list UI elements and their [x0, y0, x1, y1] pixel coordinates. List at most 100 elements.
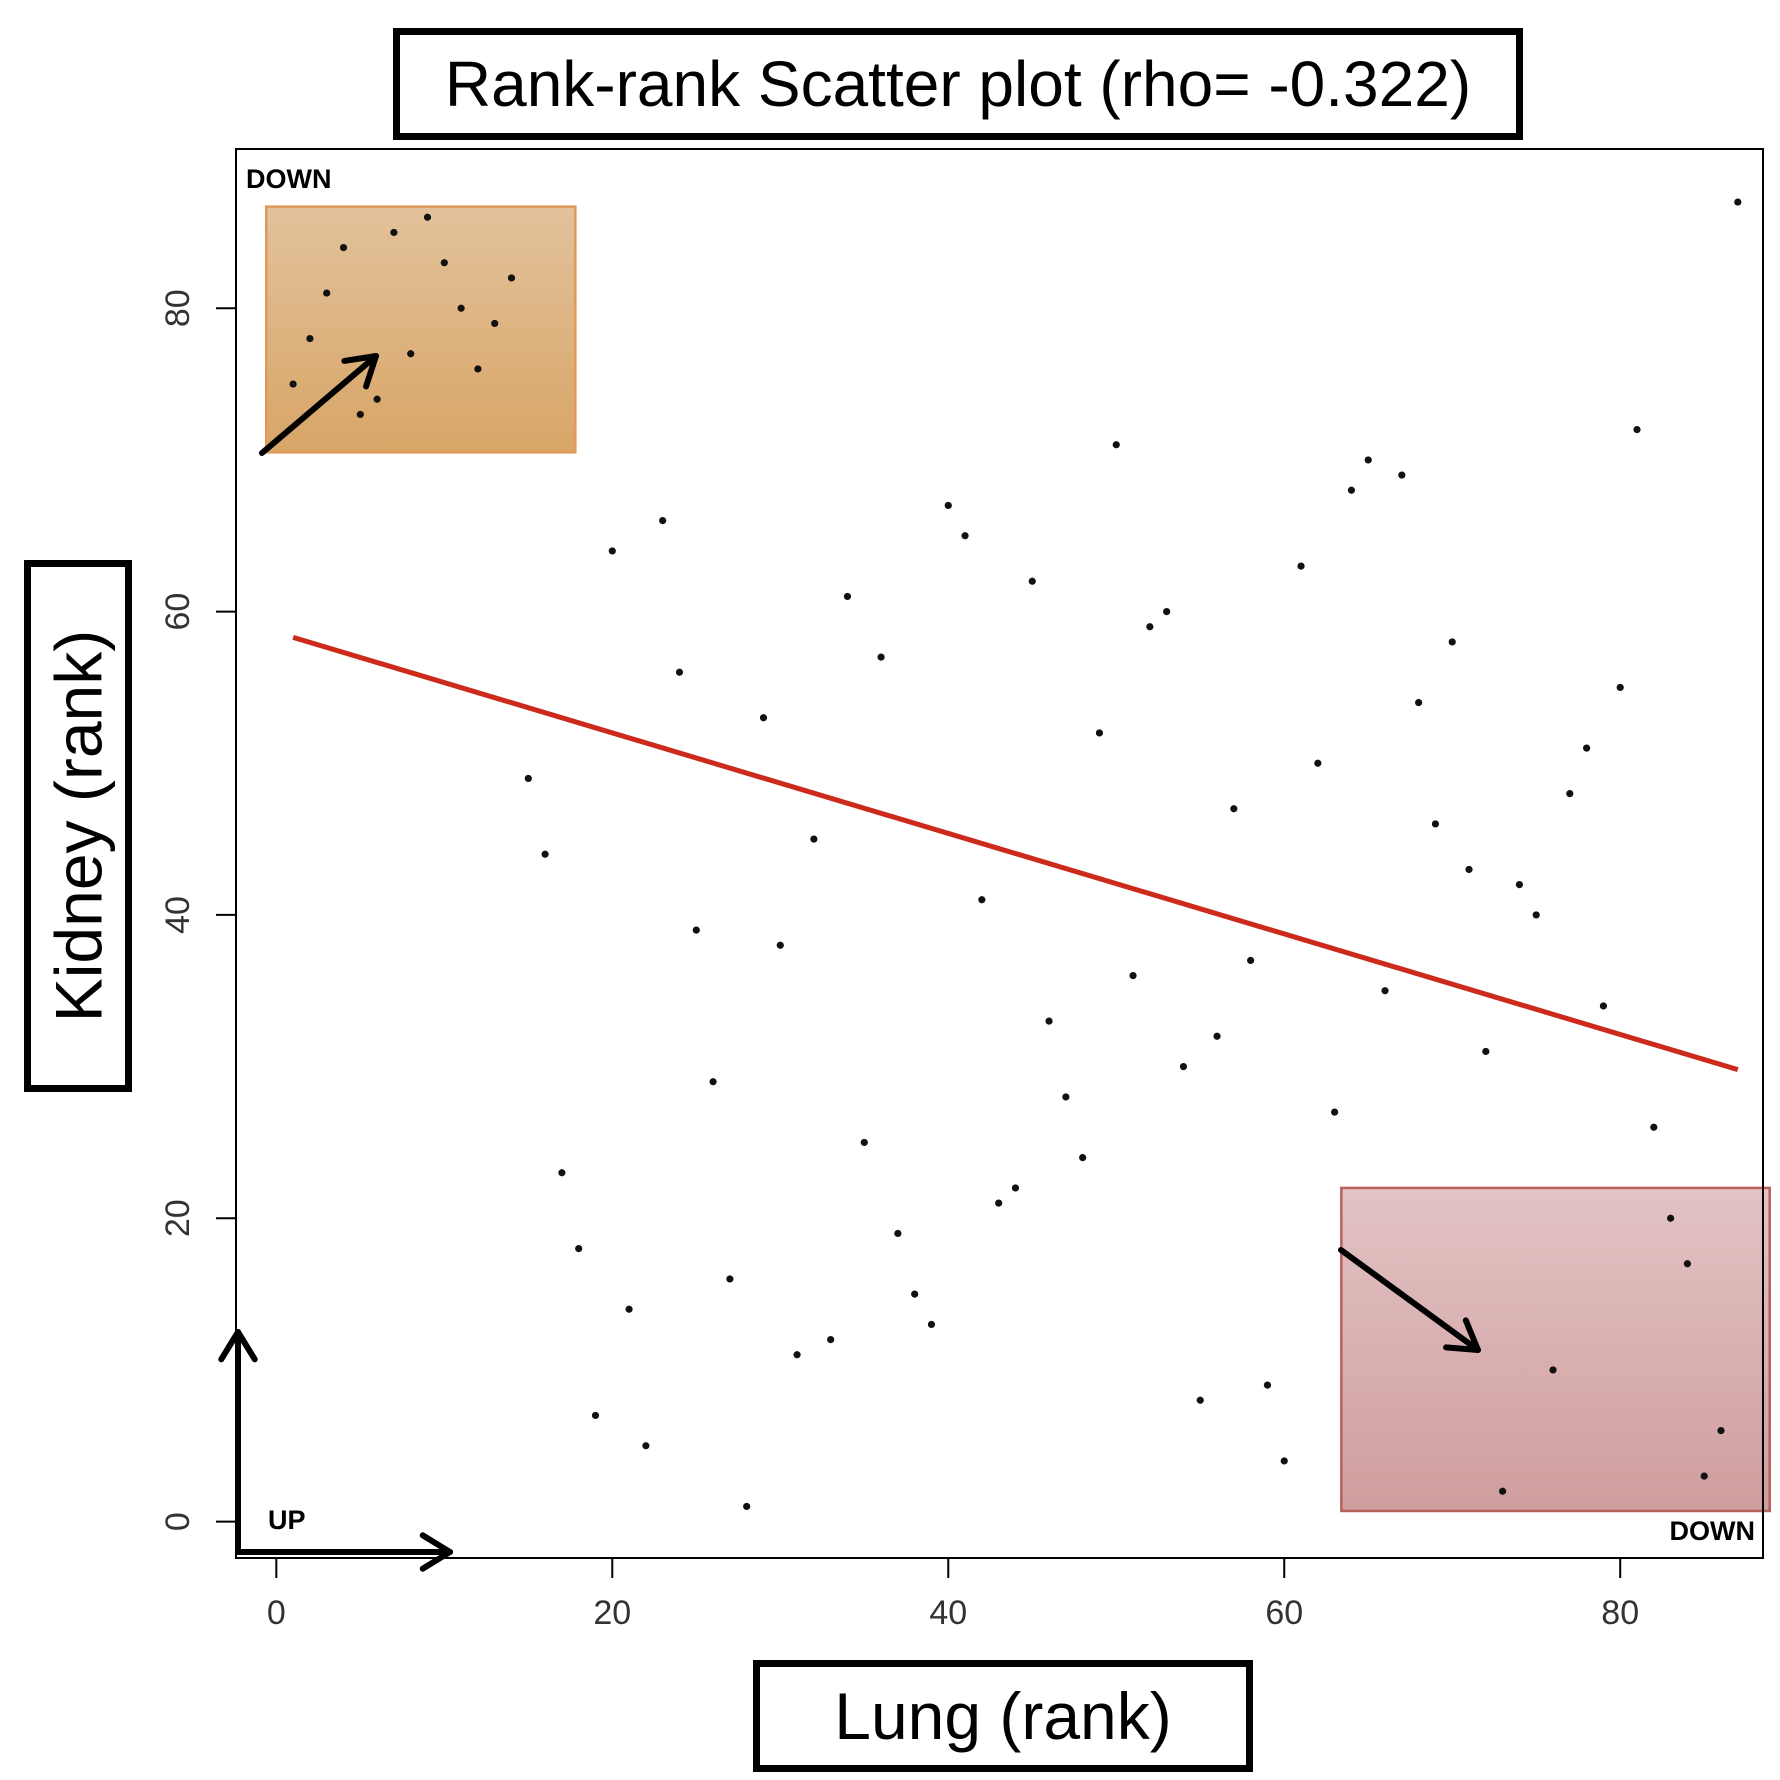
data-point — [1095, 729, 1104, 737]
data-point — [1499, 1487, 1507, 1495]
data-point — [289, 380, 297, 388]
y-axis-label-box: Kidney (rank) — [24, 560, 132, 1092]
data-point — [407, 350, 415, 358]
data-point — [390, 228, 398, 237]
data-point — [1683, 1260, 1692, 1268]
data-point — [524, 774, 532, 783]
x-tick-label: 40 — [929, 1594, 967, 1632]
data-point — [743, 1502, 751, 1511]
data-point — [1230, 805, 1238, 813]
data-point — [1028, 577, 1036, 585]
y-tick-label: 80 — [159, 289, 197, 327]
data-point — [440, 259, 448, 267]
data-point — [1381, 987, 1389, 995]
y-tick-label: 40 — [159, 896, 197, 934]
data-point — [877, 653, 885, 661]
data-point — [1415, 698, 1423, 707]
data-point — [306, 334, 314, 343]
data-point — [827, 1335, 835, 1344]
data-point — [1532, 911, 1540, 919]
data-point — [1566, 789, 1574, 798]
data-point — [608, 547, 616, 555]
data-point — [1146, 623, 1154, 631]
data-point — [1599, 1002, 1608, 1010]
x-axis-label: Lung (rank) — [753, 1660, 1253, 1772]
data-point — [1129, 971, 1137, 980]
data-point — [541, 850, 549, 858]
x-tick-label: 0 — [267, 1594, 286, 1632]
data-point — [1364, 456, 1372, 464]
data-point — [558, 1169, 566, 1177]
x-tick-label: 60 — [1265, 1594, 1303, 1632]
corner-label-bottom-right: DOWN — [1670, 1516, 1755, 1546]
data-point — [1717, 1426, 1725, 1435]
trend-line — [292, 634, 1739, 1073]
data-point — [575, 1244, 583, 1253]
chart-title: Rank-rank Scatter plot (rho= -0.322) — [393, 28, 1523, 140]
highlight-region-2 — [1340, 1186, 1771, 1513]
data-point — [1431, 820, 1440, 828]
data-point — [591, 1411, 600, 1420]
data-point — [978, 896, 986, 904]
data-point — [692, 926, 700, 934]
data-point — [1465, 865, 1473, 874]
data-point — [1331, 1108, 1339, 1116]
y-tick-label: 60 — [159, 593, 197, 631]
data-point — [1179, 1062, 1188, 1071]
origin-right-arrow-icon — [235, 1532, 453, 1572]
x-tick-label: 80 — [1601, 1594, 1639, 1632]
data-point — [843, 592, 852, 601]
top-left-arrow-icon-shaft — [259, 353, 379, 456]
data-point — [944, 501, 952, 510]
data-point — [1700, 1472, 1708, 1480]
data-point — [373, 395, 381, 403]
data-point — [1448, 638, 1456, 646]
data-point — [1196, 1396, 1204, 1404]
corner-label-top-left: DOWN — [246, 164, 331, 194]
data-point — [642, 1442, 650, 1450]
data-point — [1247, 956, 1255, 965]
data-point — [1062, 1093, 1070, 1101]
data-point — [911, 1290, 919, 1298]
bottom-right-arrow-icon-head — [1443, 1317, 1481, 1353]
x-tick-label: 20 — [593, 1594, 631, 1632]
data-point — [1297, 562, 1305, 570]
data-point — [625, 1305, 633, 1313]
data-point — [1398, 471, 1406, 479]
data-point — [659, 516, 667, 525]
data-point — [776, 941, 784, 949]
top-left-arrow-icon — [259, 353, 379, 456]
bottom-right-arrow-icon-shaft — [1338, 1247, 1481, 1353]
data-point — [1280, 1457, 1288, 1465]
data-point — [356, 410, 364, 419]
data-point — [491, 319, 499, 328]
data-point — [709, 1078, 717, 1086]
data-point — [457, 304, 465, 312]
data-point — [339, 243, 348, 252]
data-point — [1112, 441, 1120, 449]
data-point — [1011, 1184, 1020, 1192]
data-point — [1163, 607, 1171, 616]
data-point — [1616, 683, 1624, 692]
highlight-region-1 — [264, 205, 577, 454]
data-point — [726, 1275, 734, 1283]
data-point — [323, 289, 331, 297]
data-point — [759, 714, 768, 722]
data-point — [810, 835, 818, 843]
data-point — [1347, 486, 1356, 494]
data-point — [793, 1351, 801, 1359]
corner-label-bottom-left: UP — [268, 1505, 306, 1535]
data-point — [1045, 1017, 1053, 1025]
data-point — [1583, 744, 1591, 752]
data-point — [1633, 425, 1641, 434]
data-point — [1515, 880, 1524, 889]
data-point — [995, 1199, 1003, 1207]
data-point — [1079, 1153, 1087, 1162]
data-point — [927, 1320, 936, 1329]
data-point — [1482, 1047, 1490, 1056]
data-point — [1549, 1366, 1557, 1374]
data-point — [1213, 1032, 1221, 1040]
data-point — [1734, 198, 1742, 206]
origin-up-arrow-icon — [218, 1329, 258, 1555]
